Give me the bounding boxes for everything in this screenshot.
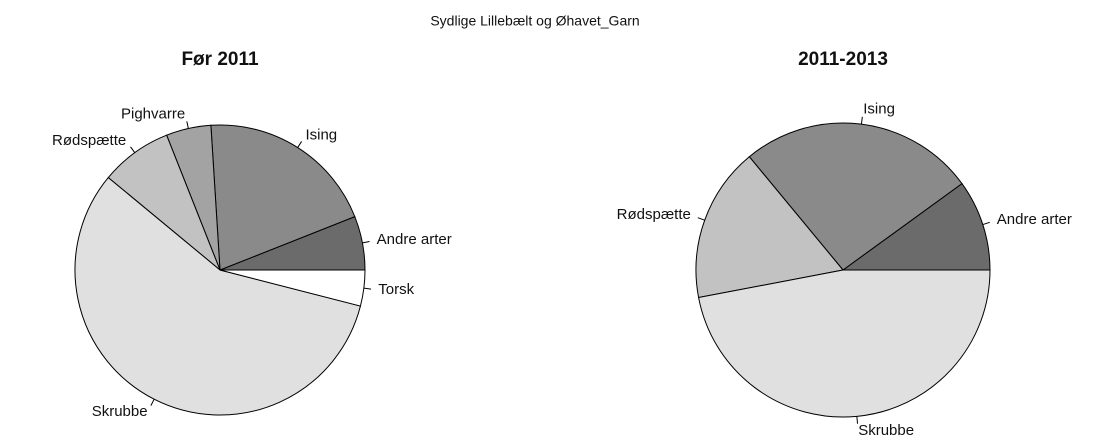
slice-label: Ising bbox=[305, 126, 337, 143]
pie-slice bbox=[841, 182, 991, 271]
label-tick bbox=[856, 416, 859, 424]
label-tick bbox=[186, 121, 189, 129]
pie-title: 2011-2013 bbox=[798, 49, 888, 70]
slice-label: Rødspætte bbox=[52, 132, 126, 149]
slice-label: Rødspætte bbox=[617, 206, 691, 223]
pie-slice bbox=[695, 156, 844, 299]
label-tick bbox=[362, 240, 370, 244]
label-tick bbox=[697, 217, 705, 221]
slice-label: Andre arter bbox=[377, 231, 452, 248]
page-title: Sydlige Lillebælt og Øhavet_Garn bbox=[430, 13, 639, 29]
slice-label: Andre arter bbox=[997, 211, 1072, 228]
slice-label: Torsk bbox=[378, 281, 414, 298]
label-tick bbox=[982, 221, 990, 226]
label-tick bbox=[150, 398, 155, 406]
slice-label: Ising bbox=[863, 101, 895, 118]
pie-slice bbox=[698, 269, 991, 418]
label-tick bbox=[860, 116, 863, 125]
slice-label: Skrubbe bbox=[858, 422, 914, 439]
pie-title: Før 2011 bbox=[181, 49, 259, 70]
label-tick bbox=[363, 287, 372, 290]
label-tick bbox=[130, 146, 136, 153]
pie-slice bbox=[210, 124, 356, 271]
pie-slice bbox=[748, 122, 963, 271]
slice-label: Pighvarre bbox=[121, 105, 185, 122]
slice-label: Skrubbe bbox=[92, 403, 148, 420]
label-tick bbox=[297, 141, 303, 148]
